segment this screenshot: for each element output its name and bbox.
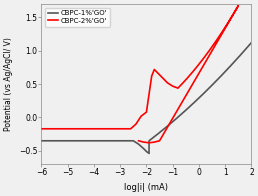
CBPC-1%'GO' <box>40 140 43 142</box>
CBPC-1%'GO' <box>148 152 151 155</box>
Line: CBPC-1%'GO': CBPC-1%'GO' <box>41 43 252 153</box>
CBPC-1%'GO' <box>51 140 54 142</box>
CBPC-1%'GO' <box>211 83 214 86</box>
CBPC-2%'GO' <box>153 68 156 71</box>
X-axis label: log|i| (mA): log|i| (mA) <box>124 183 168 192</box>
Line: CBPC-2%'GO': CBPC-2%'GO' <box>41 6 238 143</box>
CBPC-1%'GO' <box>41 140 44 142</box>
CBPC-2%'GO' <box>179 84 182 87</box>
CBPC-1%'GO' <box>206 89 209 91</box>
CBPC-2%'GO' <box>210 47 213 49</box>
CBPC-2%'GO' <box>49 128 52 130</box>
Legend: CBPC-1%'GO', CBPC-2%'GO': CBPC-1%'GO', CBPC-2%'GO' <box>45 8 110 27</box>
CBPC-1%'GO' <box>238 55 241 57</box>
CBPC-2%'GO' <box>237 5 240 7</box>
CBPC-2%'GO' <box>223 27 226 29</box>
CBPC-1%'GO' <box>250 41 253 44</box>
CBPC-2%'GO' <box>40 128 43 130</box>
CBPC-2%'GO' <box>148 142 151 144</box>
CBPC-1%'GO' <box>172 120 175 122</box>
Y-axis label: Potential (vs Ag/AgCl/ V): Potential (vs Ag/AgCl/ V) <box>4 37 13 131</box>
CBPC-2%'GO' <box>137 140 140 142</box>
CBPC-2%'GO' <box>93 128 96 130</box>
